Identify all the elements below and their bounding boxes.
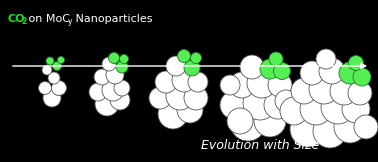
Circle shape bbox=[254, 105, 286, 137]
Circle shape bbox=[106, 66, 124, 84]
Circle shape bbox=[319, 58, 345, 84]
Circle shape bbox=[184, 86, 208, 110]
Circle shape bbox=[230, 105, 266, 141]
Text: Evolution with Size: Evolution with Size bbox=[201, 139, 319, 152]
Circle shape bbox=[102, 57, 116, 71]
Circle shape bbox=[94, 69, 110, 85]
Circle shape bbox=[220, 75, 240, 95]
Circle shape bbox=[330, 77, 358, 105]
Circle shape bbox=[240, 55, 264, 79]
Circle shape bbox=[184, 60, 200, 76]
Circle shape bbox=[300, 61, 324, 85]
Circle shape bbox=[339, 62, 361, 84]
Circle shape bbox=[149, 87, 171, 109]
Circle shape bbox=[89, 83, 107, 101]
Circle shape bbox=[43, 89, 61, 107]
Text: 2: 2 bbox=[22, 17, 27, 26]
Circle shape bbox=[114, 80, 130, 96]
Text: Nanoparticles: Nanoparticles bbox=[72, 14, 152, 24]
Circle shape bbox=[155, 71, 177, 93]
Circle shape bbox=[39, 81, 51, 94]
Circle shape bbox=[274, 63, 291, 80]
Circle shape bbox=[108, 52, 119, 64]
Circle shape bbox=[264, 91, 292, 119]
Circle shape bbox=[178, 50, 191, 63]
Circle shape bbox=[102, 79, 124, 101]
Circle shape bbox=[316, 49, 336, 69]
Text: CO: CO bbox=[8, 14, 25, 24]
Circle shape bbox=[110, 90, 130, 110]
Circle shape bbox=[95, 92, 119, 116]
Circle shape bbox=[48, 72, 60, 84]
Circle shape bbox=[46, 57, 54, 65]
Circle shape bbox=[191, 52, 201, 64]
Circle shape bbox=[269, 52, 283, 66]
Circle shape bbox=[53, 62, 62, 70]
Circle shape bbox=[353, 68, 371, 86]
Circle shape bbox=[354, 115, 378, 139]
Circle shape bbox=[290, 111, 326, 147]
Circle shape bbox=[243, 86, 277, 120]
Circle shape bbox=[321, 90, 355, 124]
Circle shape bbox=[349, 56, 364, 70]
Circle shape bbox=[188, 72, 208, 92]
Circle shape bbox=[300, 93, 332, 125]
Circle shape bbox=[177, 97, 203, 123]
Circle shape bbox=[119, 54, 129, 64]
Circle shape bbox=[334, 111, 366, 143]
Circle shape bbox=[172, 68, 196, 92]
Circle shape bbox=[57, 57, 65, 64]
Circle shape bbox=[247, 68, 277, 98]
Circle shape bbox=[291, 78, 317, 104]
Circle shape bbox=[227, 108, 253, 134]
Circle shape bbox=[51, 81, 67, 96]
Circle shape bbox=[116, 61, 128, 73]
Circle shape bbox=[229, 72, 255, 98]
Circle shape bbox=[158, 99, 188, 129]
Circle shape bbox=[342, 95, 370, 123]
Circle shape bbox=[309, 74, 339, 104]
Circle shape bbox=[260, 59, 280, 79]
Circle shape bbox=[42, 65, 52, 75]
Text: y: y bbox=[68, 17, 73, 26]
Circle shape bbox=[275, 90, 297, 112]
Circle shape bbox=[313, 114, 347, 148]
Text: on MoC: on MoC bbox=[25, 14, 70, 24]
Circle shape bbox=[348, 81, 372, 105]
Circle shape bbox=[268, 73, 292, 97]
Circle shape bbox=[166, 56, 186, 76]
Circle shape bbox=[220, 91, 248, 119]
Circle shape bbox=[280, 97, 308, 125]
Circle shape bbox=[166, 82, 194, 110]
